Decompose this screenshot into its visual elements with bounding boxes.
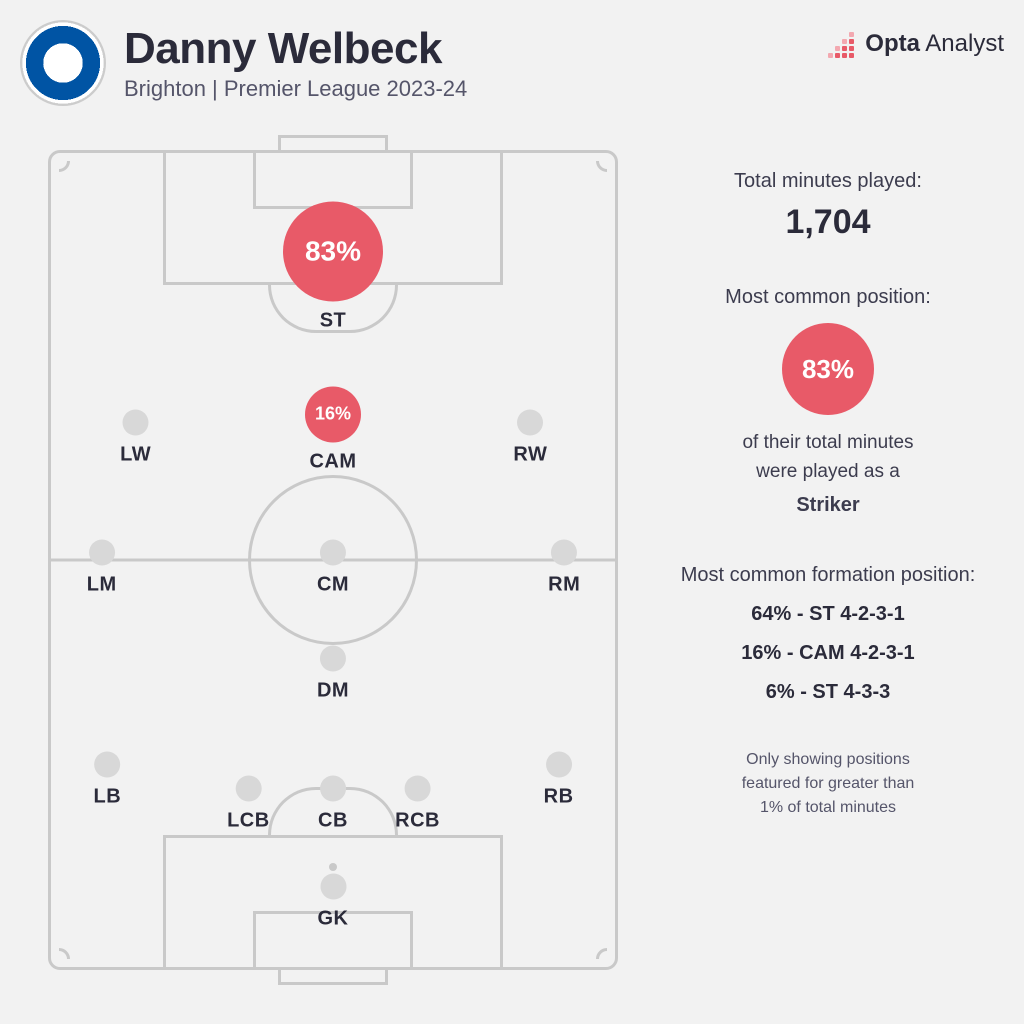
position-dot (235, 776, 261, 802)
common-position-line2: were played as a (756, 461, 900, 482)
corner-tl (48, 150, 70, 172)
title-block: Danny Welbeck Brighton | Premier League … (124, 24, 467, 102)
formation-label: Most common formation position: (668, 564, 988, 587)
position-label: ST (283, 309, 383, 332)
header: Danny Welbeck Brighton | Premier League … (20, 20, 1004, 106)
brand-mark-icon (821, 30, 855, 58)
common-position-role: Striker (668, 490, 988, 520)
brand-strong: Opta (865, 30, 920, 57)
position-dot (320, 776, 346, 802)
position-dot (320, 873, 346, 899)
goal-top (278, 135, 388, 153)
position-lw: LW (120, 409, 151, 466)
position-label: CB (318, 810, 348, 833)
position-rw: RW (513, 409, 547, 466)
position-dot (89, 540, 115, 566)
position-dot (546, 751, 572, 777)
position-dot (123, 409, 149, 435)
common-position-section: Most common position: 83% of their total… (668, 286, 988, 520)
formation-row: 16% - CAM 4-2-3-1 (668, 642, 988, 665)
position-bubble: 83% (283, 201, 383, 301)
position-cb: CB (318, 776, 348, 833)
header-left: Danny Welbeck Brighton | Premier League … (20, 20, 467, 106)
minutes-section: Total minutes played: 1,704 (668, 170, 988, 242)
position-cm: CM (317, 540, 349, 597)
common-position-desc: of their total minutes were played as a … (668, 429, 988, 520)
common-position-bubble: 83% (782, 323, 874, 415)
goal-bottom (278, 967, 388, 985)
footnote-line: featured for greater than (742, 775, 915, 792)
common-position-line1: of their total minutes (742, 432, 913, 453)
corner-bl (48, 948, 70, 970)
minutes-label: Total minutes played: (668, 170, 988, 193)
position-label: LW (120, 443, 151, 466)
formation-list: 64% - ST 4-2-3-1 16% - CAM 4-2-3-1 6% - … (668, 603, 988, 704)
position-label: RM (548, 574, 580, 597)
brand-text: Opta Analyst (865, 30, 1004, 58)
club-badge-icon (20, 20, 106, 106)
position-rb: RB (544, 751, 574, 808)
brand-logo: Opta Analyst (821, 30, 1004, 58)
position-label: RCB (395, 810, 440, 833)
position-dot (94, 751, 120, 777)
formation-row: 6% - ST 4-3-3 (668, 681, 988, 704)
minutes-value: 1,704 (668, 203, 988, 242)
player-name: Danny Welbeck (124, 24, 467, 74)
pitch-diagram: 83% ST 16% CAM LW RW LM CM RM DM LB LCB CB RCB RB GK (48, 150, 618, 970)
position-dot (320, 645, 346, 671)
position-label: CAM (305, 450, 361, 473)
position-bubble: 16% (305, 386, 361, 442)
position-st: 83% ST (283, 201, 383, 332)
formation-section: Most common formation position: 64% - ST… (668, 564, 988, 704)
formation-row: 64% - ST 4-2-3-1 (668, 603, 988, 626)
position-label: GK (318, 907, 349, 930)
position-dm: DM (317, 645, 349, 702)
footnote-line: Only showing positions (746, 751, 910, 768)
position-lm: LM (87, 540, 117, 597)
position-rcb: RCB (395, 776, 440, 833)
position-label: CM (317, 574, 349, 597)
footnote: Only showing positions featured for grea… (668, 748, 988, 820)
position-rm: RM (548, 540, 580, 597)
position-label: RB (544, 785, 574, 808)
position-lcb: LCB (227, 776, 270, 833)
subtitle: Brighton | Premier League 2023-24 (124, 76, 467, 102)
position-gk: GK (318, 873, 349, 930)
footnote-line: 1% of total minutes (760, 799, 896, 816)
position-dot (405, 776, 431, 802)
position-cam: 16% CAM (305, 386, 361, 473)
position-dot (551, 540, 577, 566)
info-panel: Total minutes played: 1,704 Most common … (668, 170, 988, 820)
position-label: DM (317, 679, 349, 702)
position-label: RW (513, 443, 547, 466)
corner-br (596, 948, 618, 970)
brand-light: Analyst (920, 30, 1004, 57)
corner-tr (596, 150, 618, 172)
position-label: LCB (227, 810, 270, 833)
position-dot (517, 409, 543, 435)
position-lb: LB (94, 751, 122, 808)
position-label: LB (94, 785, 122, 808)
common-position-label: Most common position: (668, 286, 988, 309)
position-dot (320, 540, 346, 566)
position-label: LM (87, 574, 117, 597)
